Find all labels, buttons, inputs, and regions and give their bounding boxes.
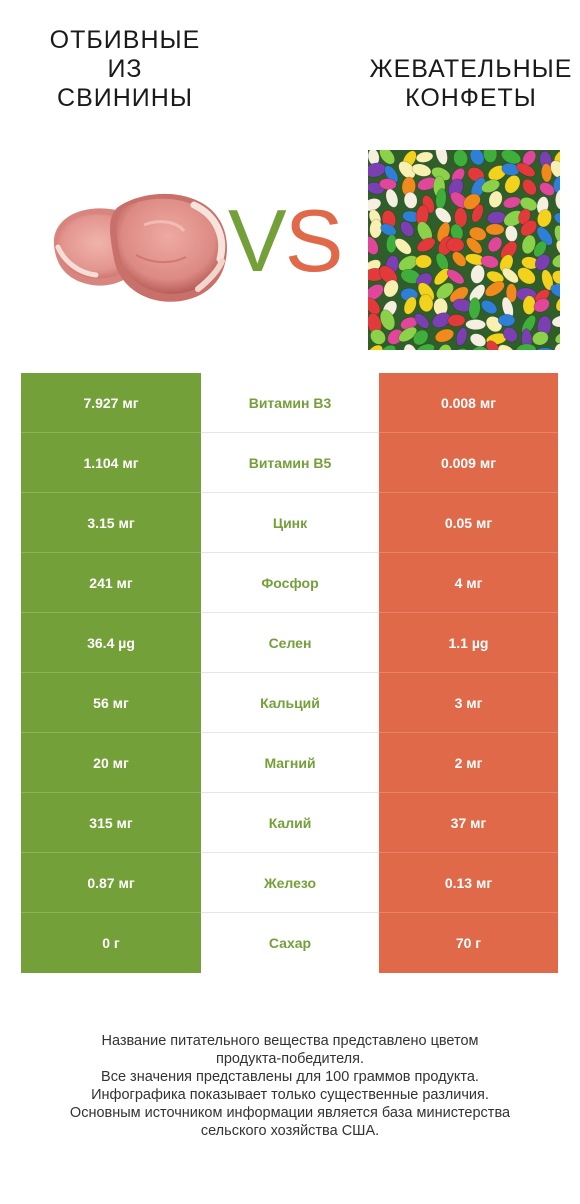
left-value: 1.104 мг	[21, 433, 201, 493]
footer-note: Название питательного вещества представл…	[15, 1032, 565, 1140]
nutrient-name: Витамин B3	[201, 373, 379, 433]
nutrient-name: Фосфор	[201, 553, 379, 613]
right-value: 4 мг	[379, 553, 558, 613]
table-row: 7.927 мг Витамин B3 0.008 мг	[21, 373, 558, 433]
right-product-title: ЖЕВАТЕЛЬНЫЕ КОНФЕТЫ	[369, 55, 573, 112]
nutrient-name: Селен	[201, 613, 379, 673]
left-value: 241 мг	[21, 553, 201, 613]
nutrient-name: Железо	[201, 853, 379, 913]
vs-label: VS	[228, 191, 343, 290]
jelly-beans-image	[368, 150, 560, 350]
footer-line: сельского хозяйства США.	[200, 1123, 380, 1139]
nutrient-name: Магний	[201, 733, 379, 793]
left-value: 36.4 µg	[21, 613, 201, 673]
left-value: 3.15 мг	[21, 493, 201, 553]
footer-line: Все значения представлены для 100 граммо…	[101, 1069, 479, 1085]
left-value: 7.927 мг	[21, 373, 201, 433]
footer-line: Название питательного вещества представл…	[101, 1033, 479, 1049]
nutrient-name: Калий	[201, 793, 379, 853]
nutrient-name: Сахар	[201, 913, 379, 973]
right-value: 0.008 мг	[379, 373, 558, 433]
nutrient-name: Цинк	[201, 493, 379, 553]
left-value: 315 мг	[21, 793, 201, 853]
table-row: 56 мг Кальций 3 мг	[21, 673, 558, 733]
right-value: 2 мг	[379, 733, 558, 793]
footer-line: продукта-победителя.	[215, 1051, 365, 1067]
footer-line: Основным источником информации является …	[69, 1105, 511, 1121]
left-product-title: ОТБИВНЫЕ ИЗ СВИНИНЫ	[49, 26, 201, 112]
left-value: 0 г	[21, 913, 201, 973]
left-value: 56 мг	[21, 673, 201, 733]
table-row: 0.87 мг Железо 0.13 мг	[21, 853, 558, 913]
right-value: 1.1 µg	[379, 613, 558, 673]
pork-chops-image	[53, 193, 227, 302]
nutrient-name: Витамин B5	[201, 433, 379, 493]
left-value: 20 мг	[21, 733, 201, 793]
table-row: 241 мг Фосфор 4 мг	[21, 553, 558, 613]
right-value: 0.13 мг	[379, 853, 558, 913]
right-value: 37 мг	[379, 793, 558, 853]
table-row: 0 г Сахар 70 г	[21, 913, 558, 973]
right-value: 0.05 мг	[379, 493, 558, 553]
table-row: 315 мг Калий 37 мг	[21, 793, 558, 853]
table-row: 36.4 µg Селен 1.1 µg	[21, 613, 558, 673]
comparison-table: 7.927 мг Витамин B3 0.008 мг 1.104 мг Витами…	[21, 373, 558, 973]
nutrient-name: Кальций	[201, 673, 379, 733]
footer-line: Инфографика показывает только существенн…	[91, 1087, 489, 1103]
table-row: 20 мг Магний 2 мг	[21, 733, 558, 793]
table-row: 1.104 мг Витамин B5 0.009 мг	[21, 433, 558, 493]
right-value: 0.009 мг	[379, 433, 558, 493]
table-row: 3.15 мг Цинк 0.05 мг	[21, 493, 558, 553]
right-value: 3 мг	[379, 673, 558, 733]
left-value: 0.87 мг	[21, 853, 201, 913]
right-value: 70 г	[379, 913, 558, 973]
